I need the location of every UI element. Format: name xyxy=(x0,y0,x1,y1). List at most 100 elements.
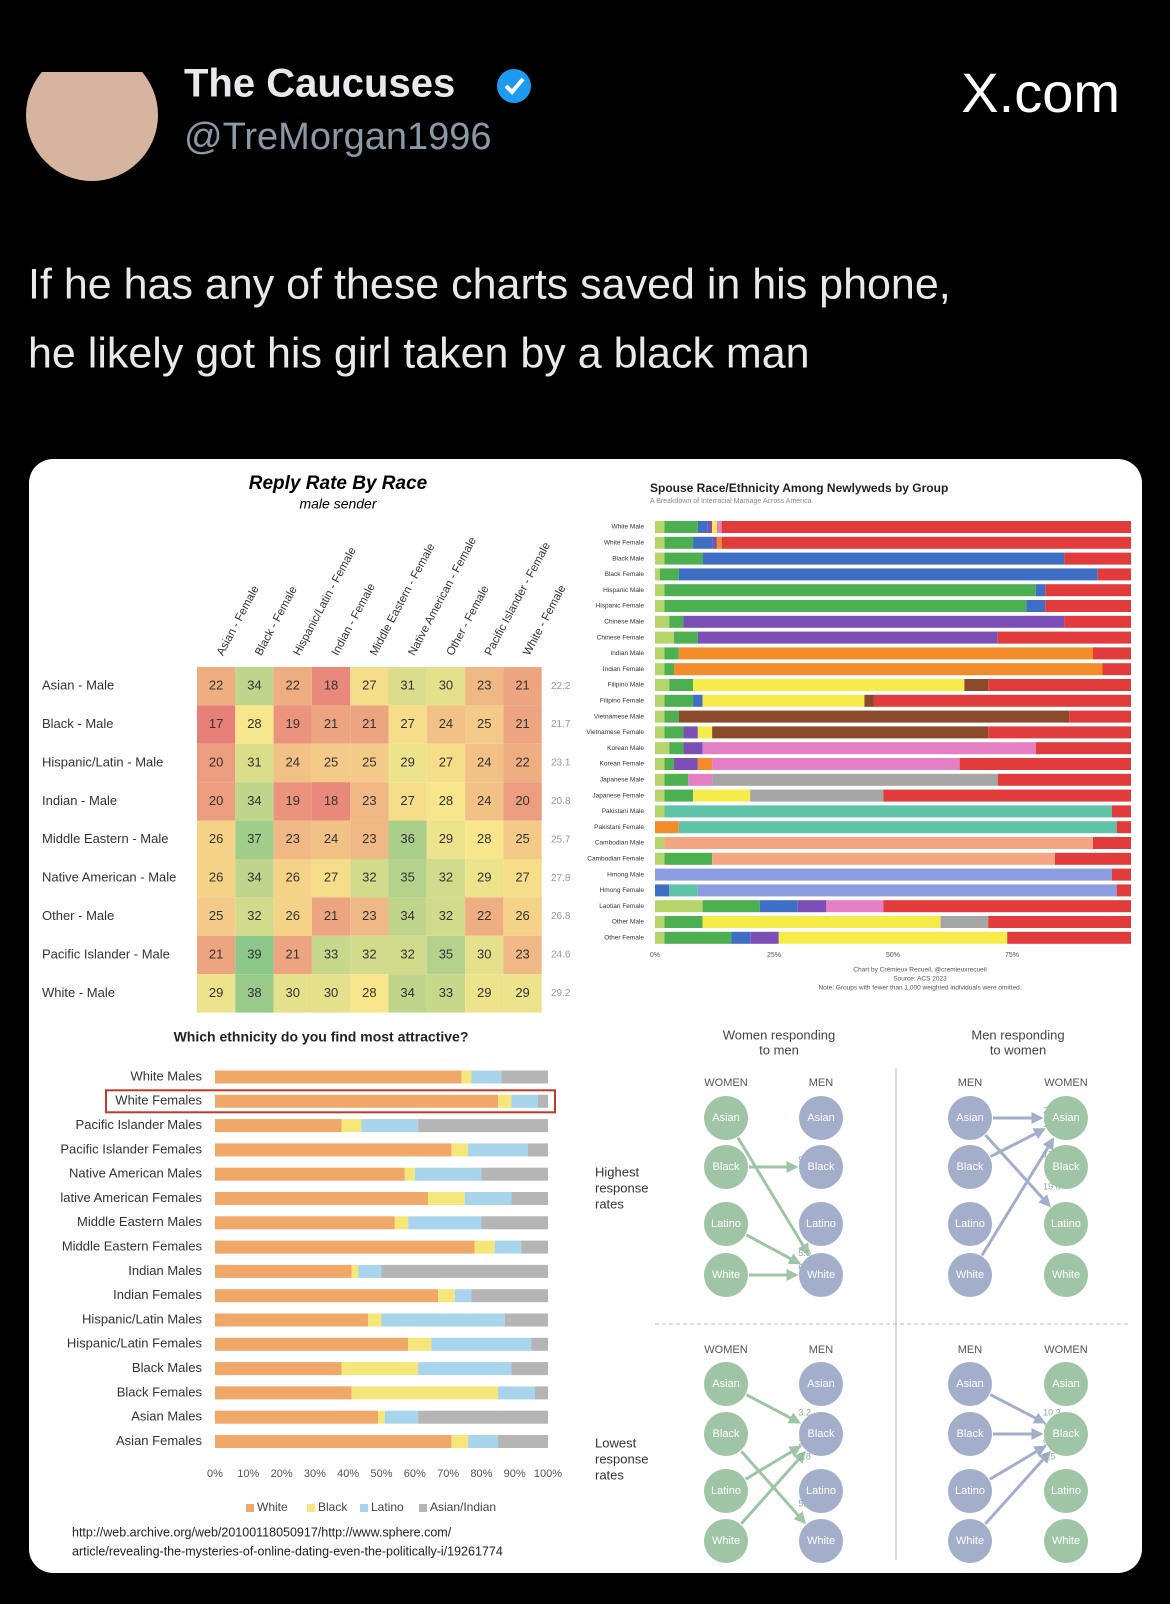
heat-cell xyxy=(273,859,312,898)
bar-segment xyxy=(864,694,874,707)
cell-label: 23 xyxy=(362,793,376,808)
bar-segment xyxy=(538,1094,548,1108)
avatar[interactable] xyxy=(26,49,158,181)
bar-segment xyxy=(664,805,1112,818)
cell-label: 17 xyxy=(209,716,223,731)
bar-segment xyxy=(655,805,665,818)
node-label: White xyxy=(712,1269,740,1281)
cell-label: 33 xyxy=(439,985,453,1000)
bar-segment xyxy=(655,742,670,755)
bar-segment xyxy=(655,821,679,834)
bar-segment xyxy=(215,1435,452,1448)
heat-cell xyxy=(235,743,274,783)
bar-segment xyxy=(1054,852,1131,865)
bar-segment xyxy=(674,758,698,770)
heat-cell xyxy=(388,743,427,783)
bar-segment xyxy=(408,1216,482,1230)
legend-label: Latino xyxy=(371,1500,404,1514)
bar-segment xyxy=(664,663,675,676)
cell-label: 20 xyxy=(209,754,223,769)
bar-segment xyxy=(1064,552,1131,565)
heat-cell xyxy=(465,897,504,936)
bar-segment xyxy=(664,694,694,707)
verified-badge xyxy=(497,69,531,103)
row-label: response xyxy=(595,1180,648,1195)
node-label: Black xyxy=(713,1161,740,1173)
panel-title: Men responding xyxy=(971,1027,1064,1042)
bar-segment xyxy=(674,663,1103,676)
heat-cell xyxy=(465,705,504,744)
bar-segment xyxy=(693,789,751,802)
cell-label: 23 xyxy=(515,946,529,961)
cell-label: 28 xyxy=(362,985,376,1000)
heat-cell xyxy=(311,705,351,744)
bar-segment xyxy=(678,821,1117,834)
bar-segment xyxy=(693,694,703,707)
bar-segment xyxy=(721,521,1131,533)
bar-segment xyxy=(693,536,713,549)
node-label: Latino xyxy=(711,1218,741,1230)
bar-segment xyxy=(750,931,779,944)
row-label: Lowest xyxy=(595,1435,637,1450)
bar-segment xyxy=(702,552,1065,565)
bar-segment xyxy=(716,536,722,549)
bar-segment xyxy=(683,742,703,755)
bar-segment xyxy=(664,521,698,533)
node-label: Asian xyxy=(712,1112,740,1124)
x-tick-label: 25% xyxy=(767,952,781,959)
bar-segment xyxy=(659,568,679,581)
row-average: 22.2 xyxy=(551,681,571,692)
chart-title: Spouse Race/Ethnicity Among Newlyweds by… xyxy=(650,481,948,495)
cell-label: 24 xyxy=(477,754,491,769)
bar-segment xyxy=(1007,931,1131,944)
user-name[interactable]: The Caucuses xyxy=(184,62,455,106)
cell-label: 28 xyxy=(439,793,453,808)
heat-cell xyxy=(503,820,542,859)
bar-segment xyxy=(1092,647,1131,660)
bar-segment xyxy=(451,1143,469,1157)
chart-note: Source: ACS 2023 xyxy=(893,976,947,983)
bar-segment xyxy=(1102,663,1131,676)
node-label: Asian xyxy=(1052,1378,1080,1390)
bar-segment xyxy=(451,1435,469,1448)
legend-swatch xyxy=(307,1504,315,1512)
node-label: Latino xyxy=(1051,1485,1081,1497)
bar-segment xyxy=(716,521,722,533)
cell-label: 26 xyxy=(209,831,223,846)
user-handle[interactable]: @TreMorgan1996 xyxy=(184,116,492,158)
bar-segment xyxy=(368,1313,382,1327)
panel-title: to men xyxy=(759,1042,799,1057)
bar-segment xyxy=(655,536,665,549)
cell-label: 30 xyxy=(439,678,453,693)
category-label: Chinese Male xyxy=(604,619,644,626)
cell-label: 29 xyxy=(477,870,491,885)
node-label: Latino xyxy=(955,1218,985,1230)
heat-cell xyxy=(388,897,427,936)
cell-label: 32 xyxy=(362,946,376,961)
bar-segment xyxy=(511,1192,548,1205)
cell-label: 36 xyxy=(400,831,414,846)
heat-cell xyxy=(273,897,312,936)
column-header: MEN xyxy=(958,1344,983,1356)
category-label: Chinese Female xyxy=(597,634,645,641)
heat-cell xyxy=(388,820,427,859)
bar-segment xyxy=(669,742,684,755)
cell-label: 32 xyxy=(247,908,261,923)
bar-segment xyxy=(511,1362,548,1376)
highlight-box xyxy=(105,1089,556,1114)
bar-segment xyxy=(988,916,1131,928)
heat-cell xyxy=(235,667,274,706)
heat-cell xyxy=(311,859,351,898)
bar-segment xyxy=(707,521,713,533)
arrow xyxy=(984,1134,1051,1208)
category-label: Asian Females xyxy=(116,1433,202,1448)
bar-segment xyxy=(655,663,665,676)
bar-segment xyxy=(531,1337,548,1351)
bar-segment xyxy=(655,884,670,897)
cell-label: 19 xyxy=(286,793,300,808)
bar-segment xyxy=(481,1216,548,1230)
node xyxy=(1044,1202,1088,1246)
bar-segment xyxy=(215,1216,395,1230)
bar-segment xyxy=(883,789,1131,802)
node-label: Black xyxy=(957,1428,984,1440)
